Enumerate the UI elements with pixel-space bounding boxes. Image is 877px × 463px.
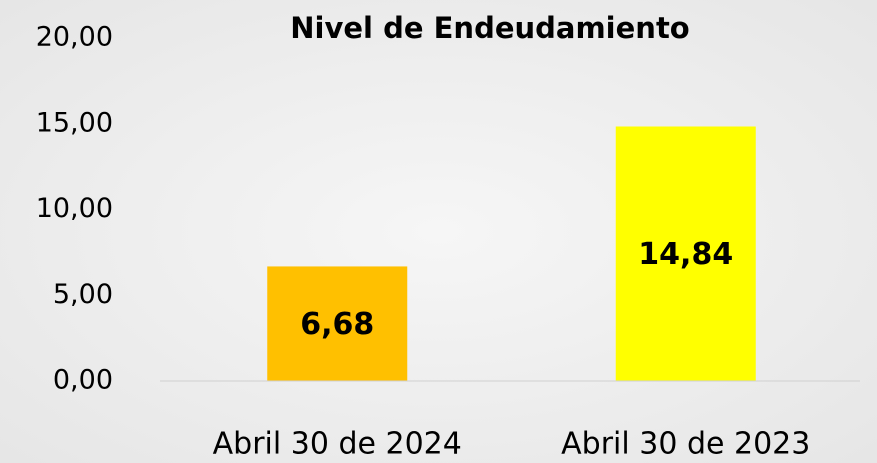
y-tick-label: 15,00 xyxy=(36,107,113,138)
y-tick-label: 0,00 xyxy=(53,365,113,396)
y-tick-label: 20,00 xyxy=(36,22,113,53)
y-tick-label: 10,00 xyxy=(36,193,113,224)
value-label: 14,84 xyxy=(638,237,733,272)
value-label: 6,68 xyxy=(300,307,374,342)
chart-title: Nivel de Endeudamiento xyxy=(290,11,689,45)
x-tick-label: Abril 30 de 2024 xyxy=(213,427,462,462)
y-tick-label: 5,00 xyxy=(53,279,113,310)
x-tick-label: Abril 30 de 2023 xyxy=(561,427,810,462)
bar xyxy=(267,266,408,381)
bar xyxy=(615,126,756,381)
